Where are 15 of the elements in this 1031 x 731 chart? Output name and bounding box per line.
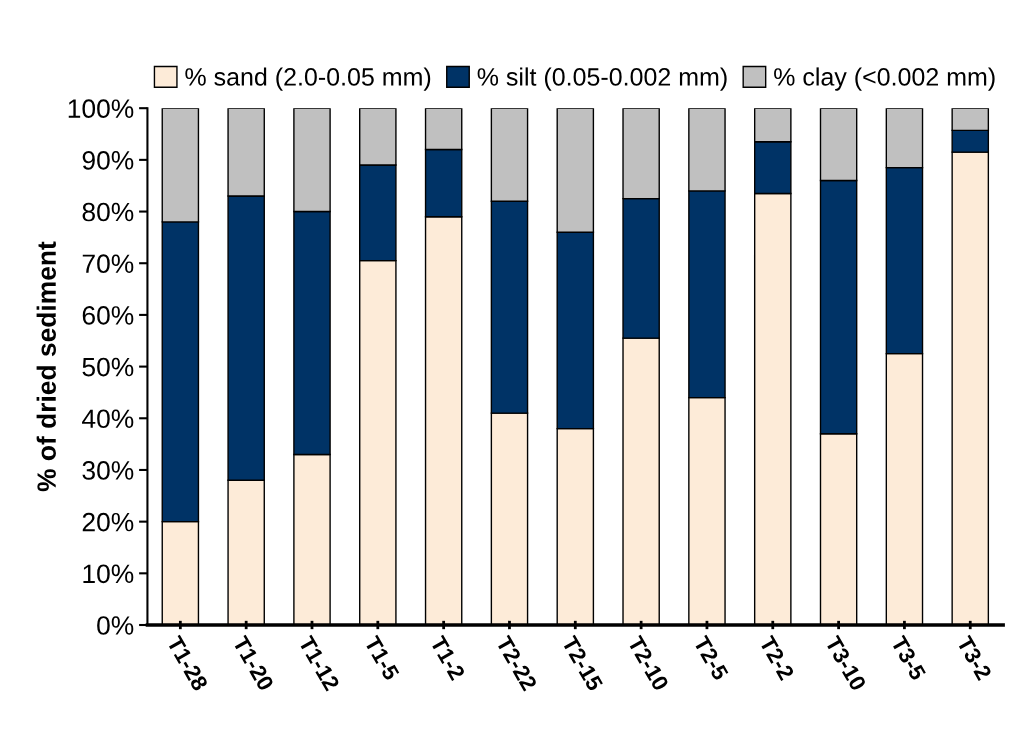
y-tick-label: 10% [83, 564, 134, 584]
y-tick-label: 20% [82, 512, 134, 532]
y-axis-title: % of dried sediment [36, 241, 56, 492]
y-tick-label: 40% [82, 409, 134, 429]
y-tick-label: 100% [68, 99, 134, 119]
y-tick-label: 0% [97, 616, 134, 635]
y-tick-label: 50% [82, 357, 134, 377]
legend-label: % silt (0.05-0.002 mm) [477, 67, 727, 91]
y-tick-label: 90% [82, 151, 134, 170]
y-tick-label: 60% [82, 306, 134, 325]
y-tick-label: 70% [82, 254, 134, 274]
legend-label: % clay (<0.002 mm) [774, 67, 995, 91]
legend-label: % sand (2.0-0.05 mm) [185, 67, 431, 91]
y-tick-label: 30% [82, 461, 134, 480]
y-tick-label: 80% [82, 202, 134, 222]
